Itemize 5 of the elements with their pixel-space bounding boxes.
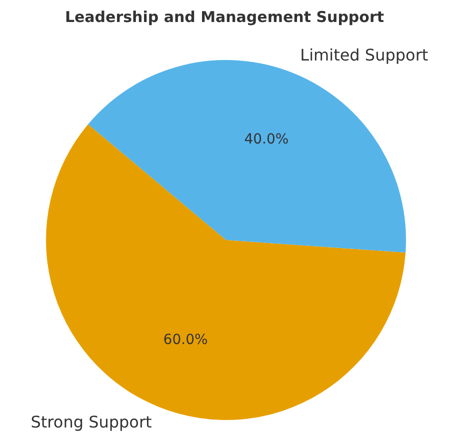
slice-label: Limited Support	[300, 46, 428, 65]
data-label: 60.0%	[163, 332, 208, 348]
chart-title: Leadership and Management Support	[64, 8, 384, 26]
data-label: 40.0%	[244, 132, 289, 148]
slice-label: Strong Support	[30, 412, 152, 432]
